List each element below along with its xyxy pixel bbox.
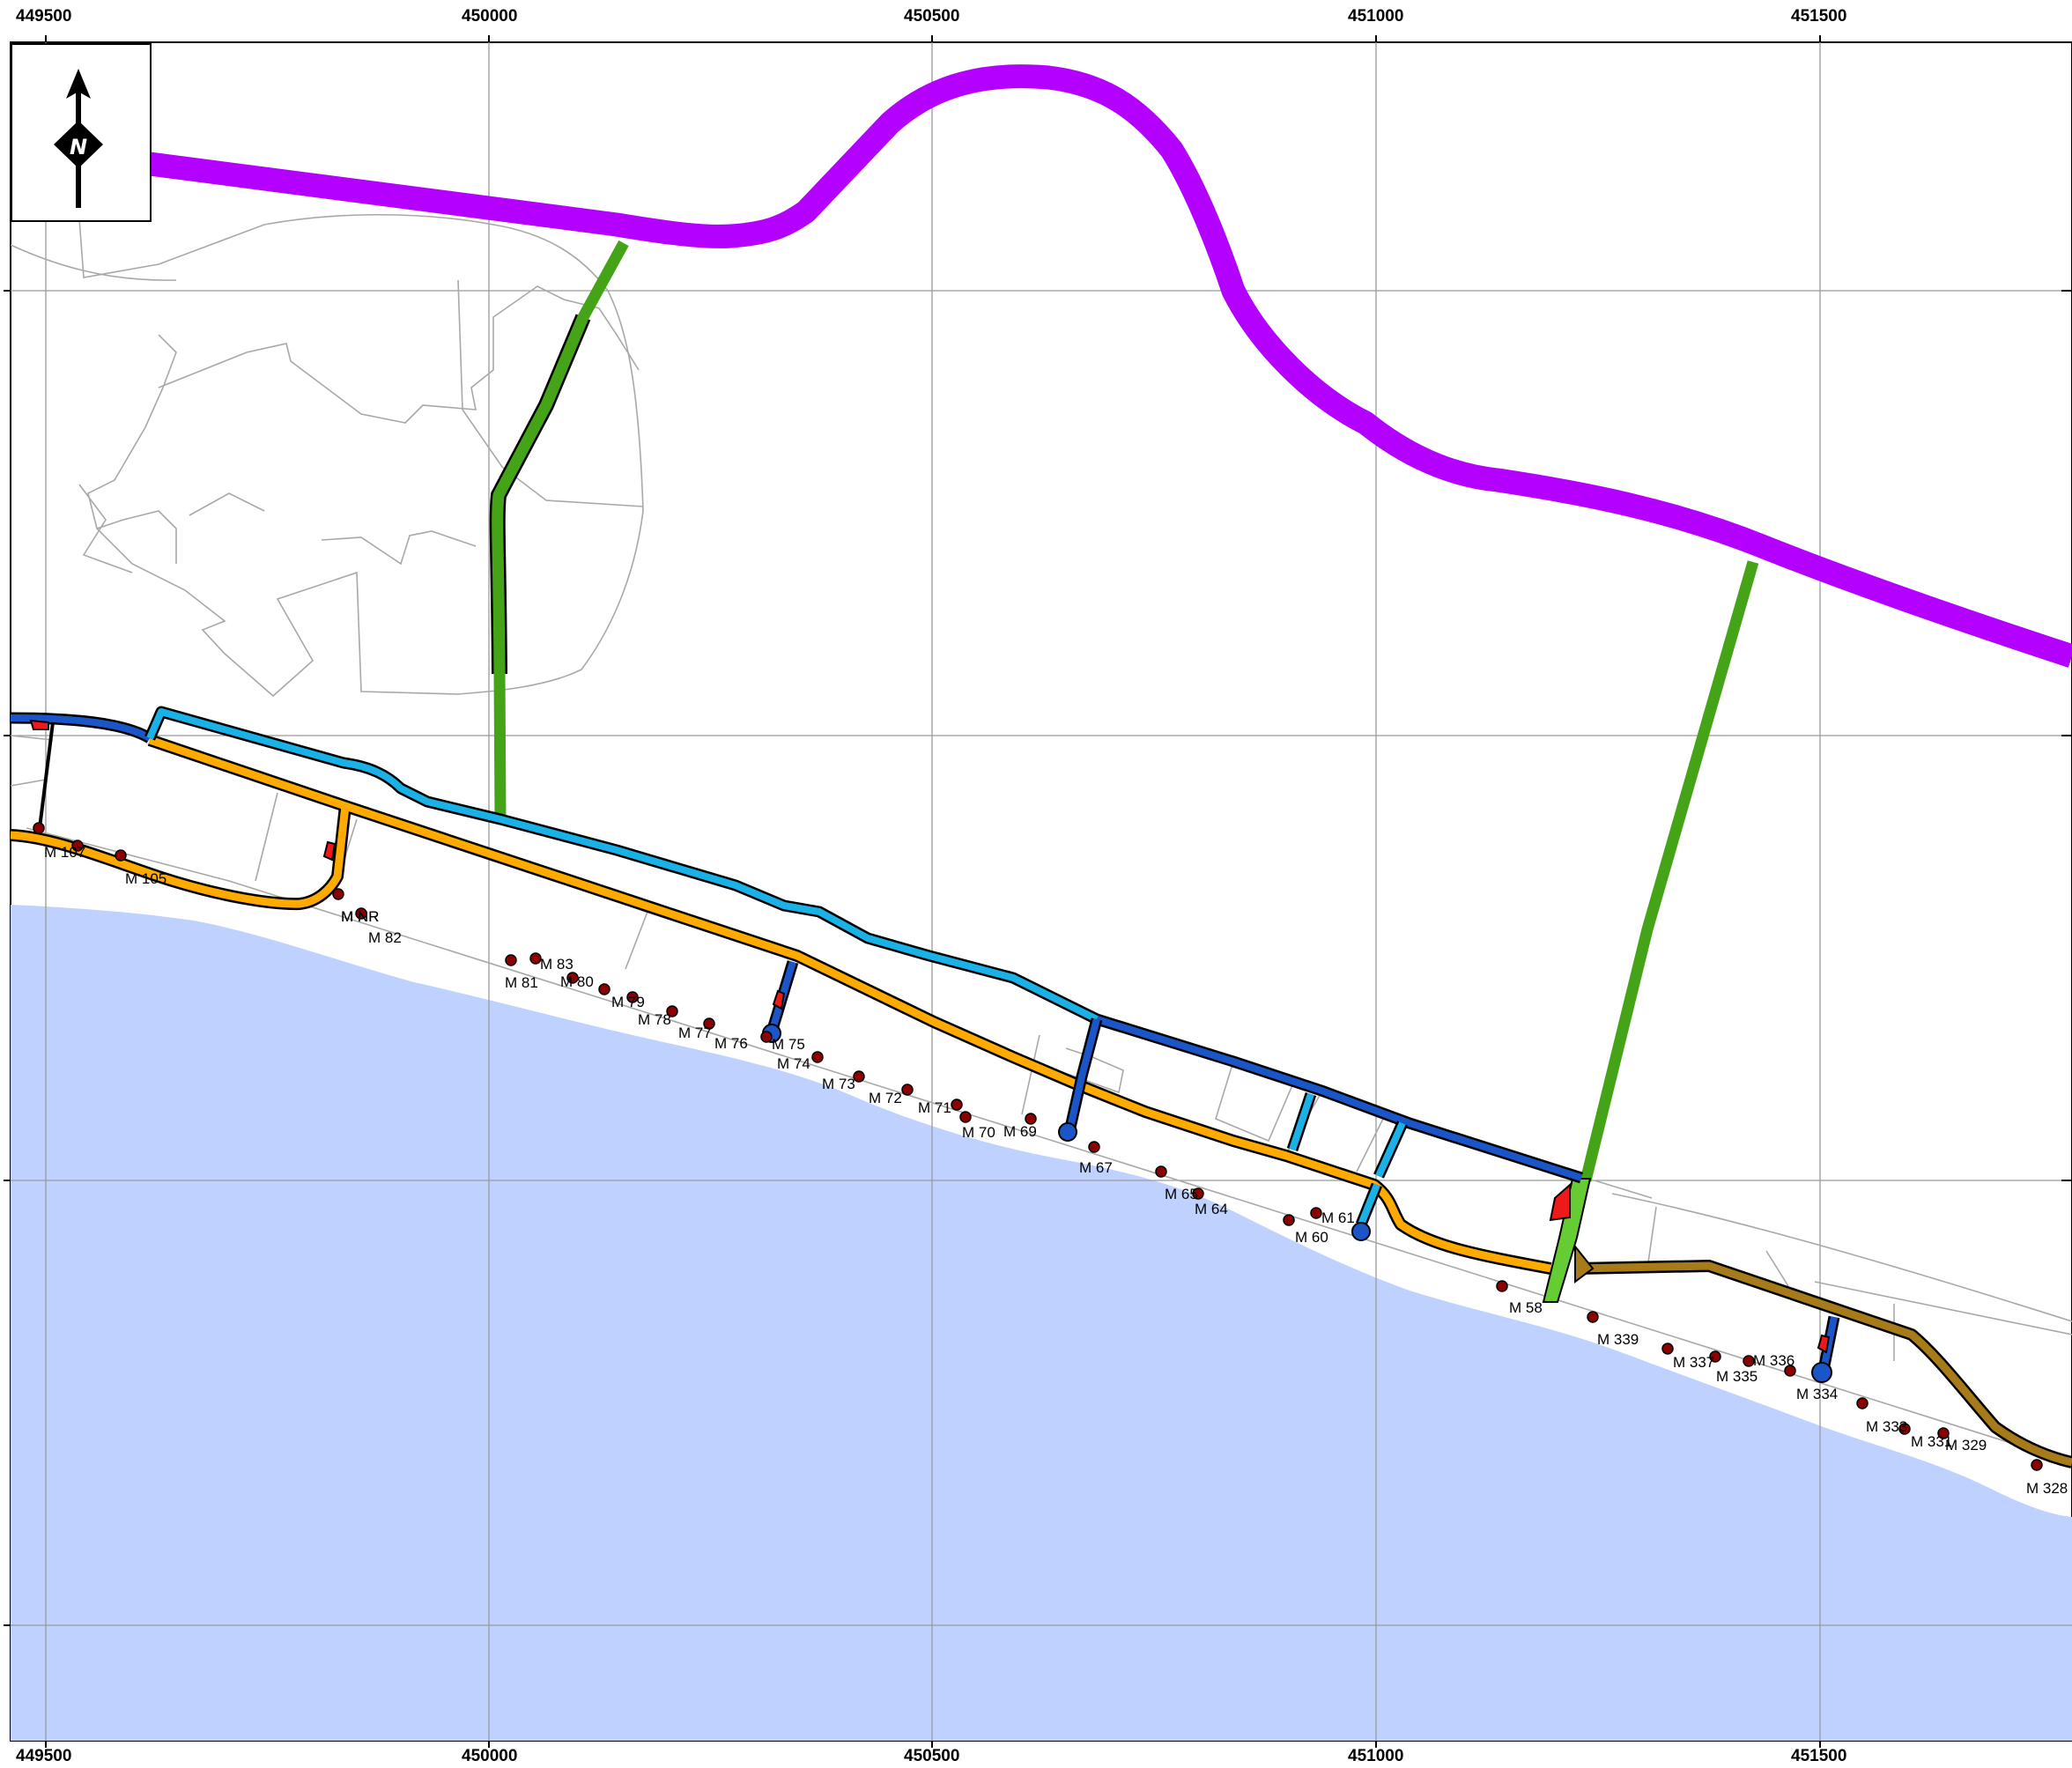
monitoring-point-label: M 331 <box>1911 1433 1952 1450</box>
monitoring-point <box>1898 1423 1911 1435</box>
x-axis-label-top: 451500 <box>1791 7 1847 26</box>
x-axis-label-top: 449500 <box>16 7 72 26</box>
monitoring-point <box>666 1005 678 1017</box>
x-axis-label-bottom: 450500 <box>904 1747 960 1765</box>
grid-ticks <box>4 35 2072 1748</box>
monitoring-point <box>1496 1280 1508 1292</box>
monitoring-point-label: M 333 <box>1866 1418 1907 1435</box>
monitoring-point-label: M 80 <box>560 973 594 990</box>
monitoring-point-label: M 72 <box>869 1090 902 1106</box>
monitoring-point-label: M 78 <box>638 1011 671 1028</box>
inland-road <box>10 714 1583 1181</box>
monitoring-point <box>1310 1207 1322 1219</box>
monitoring-point-label: M 71 <box>918 1099 951 1116</box>
monitoring-point <box>1088 1141 1100 1153</box>
monitoring-point-label: M 107 <box>44 844 85 861</box>
monitoring-point <box>1283 1214 1295 1226</box>
monitoring-point <box>1937 1427 1950 1439</box>
coordinate-grid <box>11 42 2072 1741</box>
monitoring-point <box>811 1051 824 1063</box>
monitoring-point-label: M NR <box>341 908 379 925</box>
monitoring-point <box>853 1070 865 1083</box>
monitoring-point-label: M 335 <box>1716 1368 1758 1385</box>
monitoring-point-label: M 74 <box>777 1055 810 1072</box>
monitoring-point-label: M 58 <box>1509 1299 1543 1316</box>
x-axis-label-top: 451000 <box>1348 7 1404 26</box>
monitoring-point-label: M 64 <box>1195 1201 1228 1217</box>
monitoring-point <box>1155 1165 1167 1178</box>
monitoring-point-label: M 67 <box>1079 1159 1113 1176</box>
monitoring-point <box>1192 1187 1204 1200</box>
x-axis-label-bottom: 451500 <box>1791 1747 1847 1765</box>
monitoring-point <box>355 907 367 920</box>
monitoring-point <box>1743 1355 1755 1367</box>
monitoring-point <box>1587 1311 1599 1323</box>
monitoring-point-label: M 69 <box>1003 1123 1037 1140</box>
monitoring-point-label: M 65 <box>1165 1186 1198 1202</box>
monitoring-point-label: M 337 <box>1673 1354 1714 1371</box>
monitoring-point <box>626 991 639 1003</box>
monitoring-point <box>71 840 84 852</box>
access-road-east-end <box>1542 1178 1592 1303</box>
monitoring-point <box>951 1099 963 1111</box>
north-arrow-letter: N <box>70 135 87 159</box>
parcel-outlines <box>10 213 2072 1463</box>
monitoring-point-label: M 83 <box>540 956 574 973</box>
monitoring-point-label: M 60 <box>1295 1229 1328 1246</box>
x-axis-label-top: 450000 <box>462 7 518 26</box>
monitoring-point <box>505 954 517 966</box>
inland-road-service <box>146 708 1406 1178</box>
monitoring-point-label: M 81 <box>505 974 538 991</box>
monitoring-point-label: M 77 <box>678 1025 712 1041</box>
x-axis-label-top: 450500 <box>904 7 960 26</box>
main-road <box>148 64 2072 668</box>
monitoring-point-label: M 328 <box>2026 1480 2068 1497</box>
monitoring-point <box>33 822 45 834</box>
north-arrow: N <box>11 43 152 222</box>
monitoring-point-label: M 339 <box>1597 1331 1639 1348</box>
x-axis-label-bottom: 449500 <box>16 1747 72 1765</box>
monitoring-point-label: M 336 <box>1753 1352 1794 1369</box>
monitoring-point-label: M 76 <box>714 1035 748 1052</box>
monitoring-point-label: M 79 <box>611 994 645 1010</box>
monitoring-point <box>1856 1397 1868 1409</box>
x-axis-label-bottom: 450000 <box>462 1747 518 1765</box>
monitoring-point <box>760 1031 773 1043</box>
monitoring-points <box>33 822 2043 1471</box>
monitoring-point <box>332 888 344 900</box>
monitoring-point <box>529 952 542 965</box>
monitoring-point <box>959 1111 972 1123</box>
monitoring-point <box>1709 1350 1721 1363</box>
red-markers <box>29 719 1831 1354</box>
monitoring-point-label: M 334 <box>1796 1386 1838 1402</box>
monitoring-point-label: M 329 <box>1945 1437 1987 1454</box>
monitoring-point <box>1025 1113 1037 1125</box>
coastal-road-east <box>1576 1261 2072 1467</box>
monitoring-point <box>598 983 610 995</box>
monitoring-point <box>703 1017 715 1030</box>
monitoring-point <box>1784 1365 1796 1377</box>
monitoring-point <box>566 972 579 984</box>
monitoring-point-label: M 70 <box>962 1124 995 1141</box>
monitoring-point-label: M 73 <box>822 1076 855 1092</box>
monitoring-point-label: M 61 <box>1321 1209 1355 1226</box>
monitoring-point <box>115 849 127 862</box>
coastal-road <box>10 736 1551 1273</box>
x-axis-label-bottom: 451000 <box>1348 1747 1404 1765</box>
monitoring-point-label: M 75 <box>772 1036 805 1053</box>
monitoring-point <box>901 1084 914 1096</box>
monitoring-point-label: M 82 <box>368 929 402 946</box>
sea-area <box>11 905 2072 1741</box>
monitoring-point-label: M 105 <box>125 870 166 887</box>
access-road-east <box>1580 560 1759 1182</box>
monitoring-point-label: M NR <box>341 908 379 925</box>
monitoring-point <box>1661 1343 1674 1355</box>
access-road-west <box>492 240 629 820</box>
monitoring-point <box>2031 1459 2043 1471</box>
junction-brown <box>1574 1244 1595 1283</box>
